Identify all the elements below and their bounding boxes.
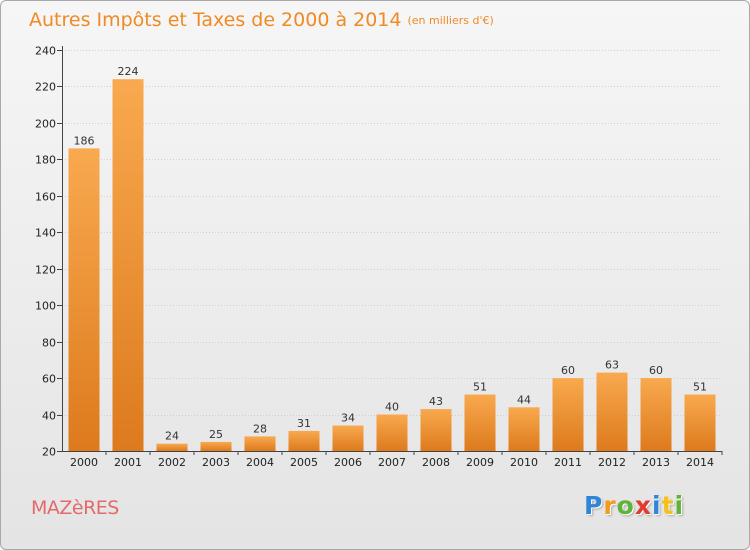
- y-tick-label: 200: [35, 118, 56, 131]
- value-label: 63: [605, 359, 619, 372]
- y-tick-label: 40: [42, 410, 56, 423]
- bar-2008: [420, 409, 452, 451]
- logo-letter: P: [584, 491, 604, 520]
- y-tick-label: 180: [35, 154, 56, 167]
- x-tick-label: 2007: [378, 456, 406, 469]
- value-label: 34: [341, 412, 355, 425]
- value-label: 51: [473, 381, 487, 394]
- value-label: 186: [74, 134, 95, 147]
- chart-title: Autres Impôts et Taxes de 2000 à 2014 (en…: [29, 9, 494, 31]
- x-tick-label: 2004: [246, 456, 274, 469]
- x-tick-label: 2010: [510, 456, 538, 469]
- x-tick-label: 2002: [158, 456, 186, 469]
- x-tick-label: 2005: [290, 456, 318, 469]
- value-label: 24: [165, 430, 179, 443]
- bar-2012: [596, 372, 628, 451]
- grid-lines: [62, 50, 722, 416]
- chart-title-text: Autres Impôts et Taxes de 2000 à 2014: [29, 9, 402, 31]
- bar-2002: [156, 443, 188, 451]
- bar-2014: [684, 394, 716, 451]
- logo-letter: t: [661, 491, 675, 520]
- value-label: 224: [118, 65, 139, 78]
- x-tick-label: 2011: [554, 456, 582, 469]
- value-label: 28: [253, 422, 267, 435]
- axes: [57, 46, 723, 455]
- bar-2004: [244, 436, 276, 451]
- bar-2005: [288, 430, 320, 451]
- bars: [68, 79, 716, 451]
- proxiti-logo: Proxiti: [584, 491, 684, 520]
- x-tick-label: 2013: [642, 456, 670, 469]
- x-tick-label: 2012: [598, 456, 626, 469]
- bar-2003: [200, 441, 232, 451]
- y-tick-label: 140: [35, 227, 56, 240]
- value-label: 31: [297, 417, 311, 430]
- value-label: 44: [517, 393, 531, 406]
- bar-2006: [332, 425, 364, 451]
- x-tick-label: 2014: [686, 456, 714, 469]
- x-tick-label: 2003: [202, 456, 230, 469]
- x-tick-label: 2000: [70, 456, 98, 469]
- labels: 20 40 60 80 100 120 140 160 180 200 220 240 186 2000 2…: [35, 45, 714, 470]
- y-tick-label: 20: [42, 446, 56, 459]
- value-label: 60: [649, 364, 663, 377]
- logo-letter: x: [634, 491, 652, 520]
- bar-2000: [68, 148, 100, 451]
- bar-2011: [552, 378, 584, 451]
- y-tick-label: 240: [35, 45, 56, 58]
- value-label: 25: [209, 428, 223, 441]
- y-tick-label: 120: [35, 264, 56, 277]
- y-tick-label: 160: [35, 191, 56, 204]
- town-name: MAZèRES: [31, 497, 119, 519]
- bar-2010: [508, 407, 540, 451]
- y-tick-label: 80: [42, 337, 56, 350]
- bar-2007: [376, 414, 408, 451]
- value-label: 60: [561, 364, 575, 377]
- logo-letter: i: [674, 491, 685, 520]
- value-label: 51: [693, 381, 707, 394]
- value-label: 43: [429, 395, 443, 408]
- y-tick-label: 220: [35, 81, 56, 94]
- logo-letter: o: [616, 491, 635, 520]
- x-tick-label: 2006: [334, 456, 362, 469]
- x-tick-label: 2008: [422, 456, 450, 469]
- y-tick-label: 60: [42, 373, 56, 386]
- x-tick-label: 2001: [114, 456, 142, 469]
- value-label: 40: [385, 401, 399, 414]
- bar-2013: [640, 378, 672, 451]
- y-tick-label: 100: [35, 300, 56, 313]
- chart-subtitle: (en milliers d'€): [407, 14, 494, 27]
- logo-letter: i: [652, 491, 662, 520]
- bar-2001: [112, 79, 144, 451]
- x-tick-label: 2009: [466, 456, 494, 469]
- logo-letter: r: [603, 491, 617, 520]
- bar-2009: [464, 394, 496, 451]
